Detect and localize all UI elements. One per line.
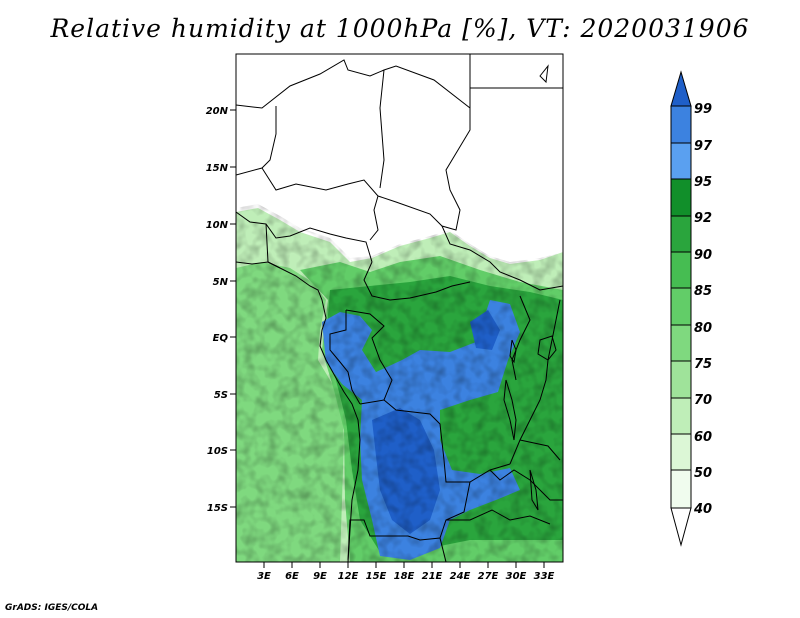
lat-label: 5S [214, 390, 228, 401]
colorbar: 99 97 95 92 90 85 80 75 70 60 50 40 [670, 70, 713, 547]
colorbar-label: 90 [694, 248, 712, 263]
credit-text: GrADS: IGES/COLA [5, 603, 99, 613]
colorbar-segment [670, 178, 692, 217]
lat-label: 10S [207, 446, 228, 457]
colorbar-label: 92 [694, 211, 712, 226]
lat-label: 5N [213, 277, 229, 288]
lon-label: 15E [366, 571, 387, 582]
colorbar-label: 97 [694, 139, 713, 154]
colorbar-label: 99 [694, 102, 712, 117]
map-frame [235, 53, 564, 563]
colorbar-bottom-arrow [670, 507, 692, 547]
lat-label: 15N [206, 163, 229, 174]
colorbar-label: 60 [694, 430, 712, 445]
lon-label: 21E [422, 571, 443, 582]
lon-label: 3E [257, 571, 271, 582]
lon-label: 9E [313, 571, 327, 582]
map-ticks [230, 109, 545, 568]
lat-label: 10N [206, 220, 229, 231]
lon-label: 12E [338, 571, 359, 582]
map-title: Relative humidity at 1000hPa [%], VT: 20… [50, 14, 750, 43]
colorbar-segment [670, 469, 692, 509]
lat-label: EQ [213, 333, 229, 344]
country-borders [236, 54, 563, 562]
colorbar-segment [670, 287, 692, 326]
colorbar-label: 70 [694, 393, 712, 408]
lon-label: 27E [478, 571, 499, 582]
colorbar-segment [670, 215, 692, 253]
lon-label: 18E [394, 571, 415, 582]
colorbar-segment [670, 324, 692, 362]
colorbar-segment [670, 105, 692, 144]
colorbar-label: 85 [694, 284, 712, 299]
lon-label: 24E [450, 571, 471, 582]
colorbar-segment [670, 142, 692, 180]
map-panel [236, 54, 563, 562]
colorbar-label: 40 [693, 502, 712, 517]
colorbar-label: 50 [694, 466, 712, 481]
lat-label: 15S [207, 503, 228, 514]
colorbar-top-arrow [670, 70, 692, 107]
lakes [503, 64, 557, 511]
colorbar-segment [670, 433, 692, 471]
colorbar-label: 75 [694, 357, 712, 372]
lat-label: 20N [206, 106, 229, 117]
colorbar-segment [670, 251, 692, 289]
colorbar-label: 80 [694, 321, 712, 336]
colorbar-label: 95 [694, 175, 712, 190]
lon-label: 33E [534, 571, 555, 582]
coastline [236, 261, 361, 562]
lon-label: 30E [506, 571, 527, 582]
colorbar-segment [670, 360, 692, 399]
lon-label: 6E [285, 571, 299, 582]
colorbar-segment [670, 397, 692, 435]
